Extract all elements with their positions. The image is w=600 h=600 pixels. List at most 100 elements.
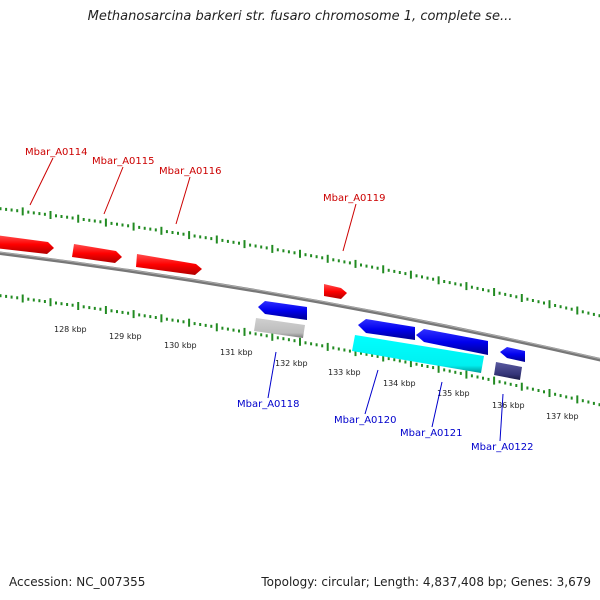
- map-title: Methanosarcina barkeri str. fusaro chrom…: [87, 9, 513, 24]
- minor-tick: [88, 218, 91, 222]
- minor-tick: [0, 207, 2, 211]
- major-tick: [437, 364, 440, 373]
- feature-navy[interactable]: [494, 362, 522, 380]
- major-tick: [299, 337, 301, 346]
- minor-tick: [348, 261, 351, 265]
- minor-tick: [498, 291, 501, 295]
- minor-tick: [415, 274, 418, 278]
- gene-feature-blue[interactable]: [258, 301, 307, 320]
- minor-tick: [16, 296, 19, 300]
- minor-tick: [32, 211, 35, 215]
- minor-tick: [343, 348, 346, 352]
- minor-tick: [254, 244, 257, 248]
- minor-tick: [448, 369, 451, 373]
- gene-feature-red[interactable]: [0, 235, 54, 254]
- kbp-label: 131 kbp: [220, 348, 253, 357]
- minor-tick: [276, 248, 279, 252]
- major-tick: [465, 282, 468, 291]
- minor-tick: [371, 353, 374, 357]
- minor-tick: [88, 306, 91, 310]
- reverse-tick-track: [0, 294, 600, 407]
- gene-feature-blue[interactable]: [358, 319, 415, 340]
- minor-tick: [16, 209, 19, 213]
- gene-label-reverse[interactable]: Mbar_A0122: [471, 442, 534, 453]
- minor-tick: [515, 295, 518, 299]
- minor-tick: [404, 360, 407, 364]
- feature-grey[interactable]: [254, 318, 305, 338]
- kbp-label: 132 kbp: [275, 359, 308, 368]
- major-tick: [520, 382, 523, 391]
- minor-tick: [504, 292, 507, 296]
- major-tick: [215, 235, 218, 244]
- kbp-label: 134 kbp: [383, 379, 416, 388]
- minor-tick: [504, 381, 507, 385]
- major-tick: [548, 389, 551, 397]
- feature-cyan[interactable]: [352, 335, 484, 373]
- minor-tick: [310, 254, 313, 258]
- gene-feature-blue[interactable]: [500, 347, 525, 362]
- minor-tick: [310, 342, 313, 346]
- minor-tick: [498, 380, 501, 384]
- major-tick: [299, 249, 301, 258]
- gene-label-forward[interactable]: Mbar_A0114: [25, 147, 88, 158]
- minor-tick: [531, 299, 534, 302]
- minor-tick: [443, 368, 446, 372]
- minor-tick: [232, 240, 235, 244]
- gene-label-forward[interactable]: Mbar_A0115: [92, 156, 155, 167]
- minor-tick: [337, 347, 340, 351]
- gene-label-reverse[interactable]: Mbar_A0121: [400, 428, 463, 439]
- minor-tick: [210, 237, 213, 241]
- genome-summary: Topology: circular; Length: 4,837,408 bp…: [261, 575, 591, 589]
- minor-tick: [476, 375, 479, 379]
- major-tick: [548, 300, 551, 309]
- minor-tick: [565, 395, 568, 399]
- minor-tick: [587, 400, 590, 404]
- gene-feature-red[interactable]: [324, 284, 347, 299]
- genome-backbone-highlight: [0, 251, 600, 360]
- major-tick: [326, 342, 329, 351]
- minor-tick: [5, 207, 8, 211]
- gene-feature-red[interactable]: [136, 254, 202, 275]
- gene-label-reverse[interactable]: Mbar_A0120: [334, 415, 397, 426]
- gene-label-forward[interactable]: Mbar_A0119: [323, 193, 386, 204]
- major-tick: [104, 218, 107, 227]
- major-tick: [132, 222, 135, 231]
- minor-tick: [232, 328, 235, 332]
- minor-tick: [543, 390, 545, 394]
- minor-tick: [193, 322, 196, 326]
- gene-label-reverse[interactable]: Mbar_A0118: [237, 399, 300, 410]
- minor-tick: [193, 234, 196, 238]
- minor-tick: [398, 359, 401, 363]
- major-tick: [21, 294, 24, 303]
- gene-feature-red[interactable]: [72, 244, 122, 263]
- minor-tick: [376, 266, 379, 270]
- minor-tick: [543, 301, 545, 305]
- minor-tick: [38, 212, 41, 216]
- major-tick: [493, 376, 496, 385]
- minor-tick: [171, 231, 174, 234]
- minor-tick: [554, 392, 557, 396]
- minor-tick: [476, 286, 479, 290]
- minor-tick: [121, 223, 124, 227]
- minor-tick: [360, 263, 362, 267]
- forward-genes: [0, 235, 347, 299]
- minor-tick: [254, 332, 257, 336]
- forward-tick-track: [0, 207, 600, 318]
- minor-tick: [221, 326, 224, 330]
- minor-tick: [143, 314, 146, 318]
- minor-tick: [387, 357, 390, 361]
- minor-tick: [348, 349, 351, 353]
- minor-tick: [238, 329, 240, 333]
- minor-tick: [287, 250, 290, 254]
- minor-tick: [454, 282, 457, 286]
- gene-feature-blue[interactable]: [416, 329, 488, 355]
- minor-tick: [459, 371, 462, 375]
- genome-backbone: [0, 251, 600, 362]
- gene-label-forward[interactable]: Mbar_A0116: [159, 166, 222, 177]
- major-tick: [77, 214, 80, 223]
- minor-tick: [515, 384, 518, 387]
- minor-tick: [249, 331, 252, 335]
- minor-tick: [5, 294, 8, 298]
- minor-tick: [177, 231, 179, 235]
